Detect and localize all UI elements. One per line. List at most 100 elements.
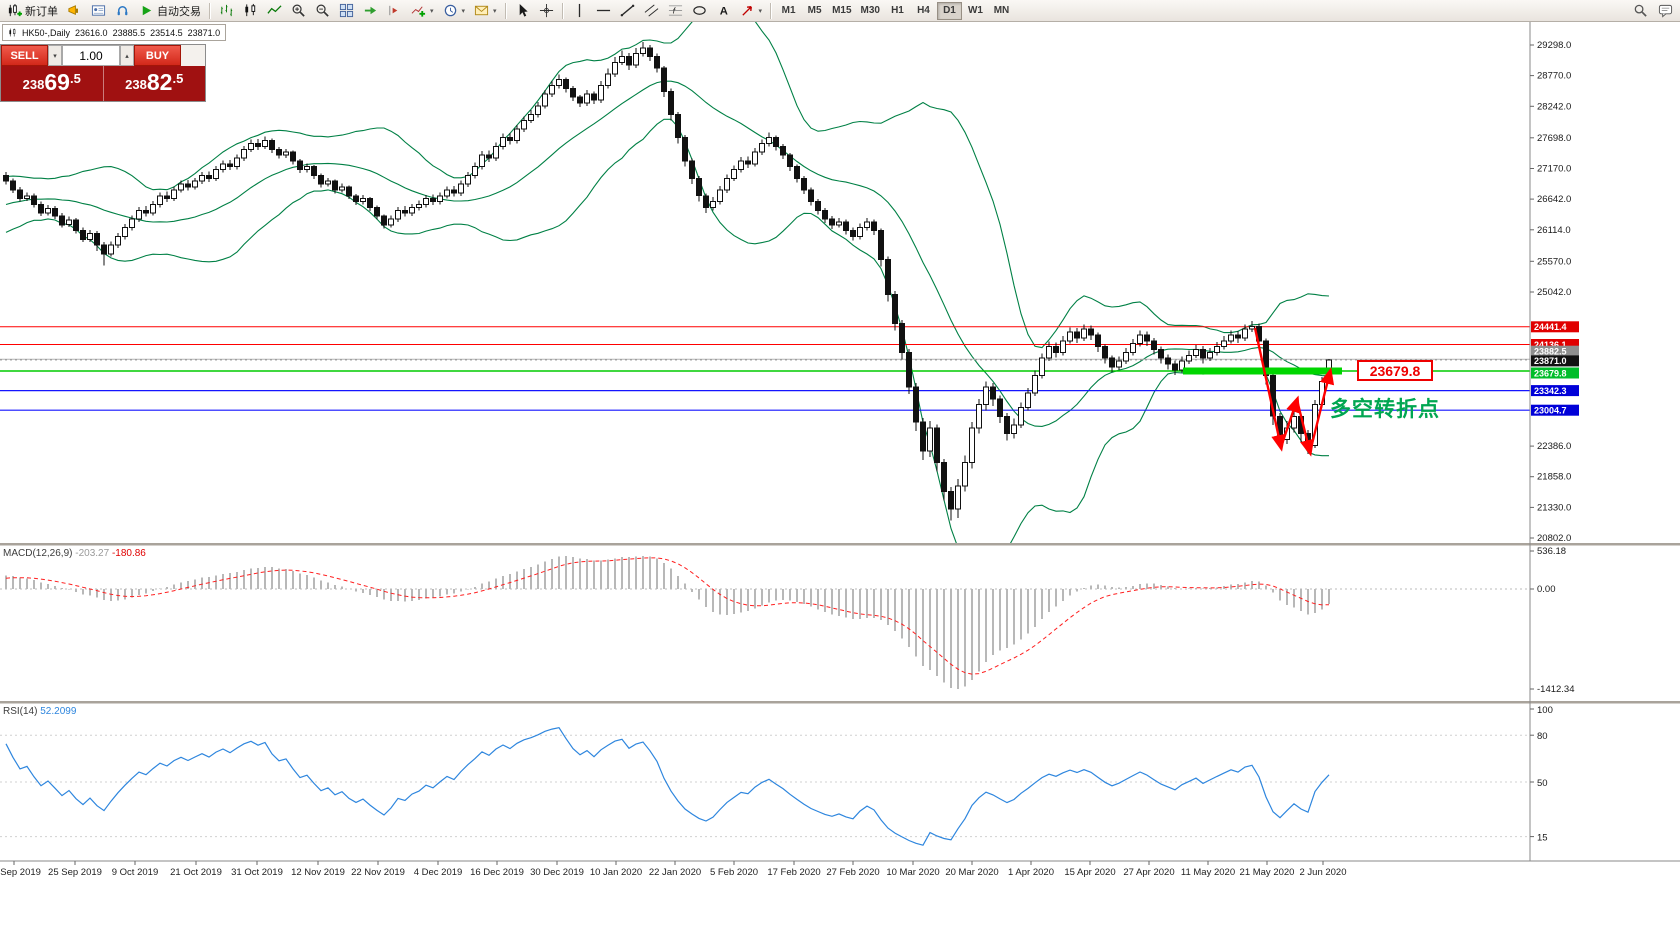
tile-windows-button[interactable] bbox=[335, 1, 358, 20]
shapes-tool-button[interactable] bbox=[688, 1, 711, 20]
macd-name: MACD(12,26,9) bbox=[3, 548, 73, 559]
date-axis-label: 22 Nov 2019 bbox=[351, 867, 405, 878]
trendline-tool-button[interactable] bbox=[616, 1, 639, 20]
main-toolbar: 新订单 自动交易 ▾ ▾ ▾ f A ▾ M1 M5 bbox=[0, 0, 1680, 22]
date-axis-label: 4 Dec 2019 bbox=[414, 867, 463, 878]
pane-separator[interactable] bbox=[0, 701, 1680, 704]
fibonacci-tool-button[interactable]: f bbox=[664, 1, 687, 20]
date-axis-label: 11 May 2020 bbox=[1181, 867, 1235, 878]
chart-shift-button[interactable] bbox=[383, 1, 406, 20]
horizontal-line-icon bbox=[596, 9, 610, 12]
date-axis-label: 21 Oct 2019 bbox=[170, 867, 222, 878]
close-value: 23871.0 bbox=[187, 27, 221, 38]
rsi-axis-label: 50 bbox=[1537, 778, 1548, 789]
macd-signal-line bbox=[5, 557, 1330, 675]
chart-title: HK50-,Daily 23616.0 23885.5 23514.5 2387… bbox=[2, 24, 227, 41]
pane-separator[interactable] bbox=[0, 543, 1680, 546]
trend-arrow[interactable] bbox=[1295, 399, 1315, 457]
periods-button[interactable]: ▾ bbox=[439, 1, 470, 20]
sell-button[interactable]: SELL bbox=[1, 45, 48, 66]
contacts-button[interactable] bbox=[87, 1, 110, 20]
buy-price-frac: .5 bbox=[172, 71, 184, 86]
trend-arrow[interactable] bbox=[1279, 395, 1300, 448]
lot-size-input[interactable] bbox=[62, 45, 120, 66]
caret-down-icon: ▾ bbox=[493, 7, 497, 15]
auto-trading-button[interactable]: 自动交易 bbox=[135, 1, 205, 20]
timeframe-mn-button[interactable]: MN bbox=[989, 2, 1014, 20]
date-axis-label: 1 Apr 2020 bbox=[1008, 867, 1054, 878]
arrows-tool-button[interactable]: ▾ bbox=[736, 1, 767, 20]
crosshair-tool-button[interactable] bbox=[535, 1, 558, 20]
text-tool-button[interactable]: A bbox=[712, 1, 735, 20]
headset-icon bbox=[117, 6, 128, 16]
macd-axis-label: 536.18 bbox=[1537, 546, 1566, 557]
date-axis-label: 5 Feb 2020 bbox=[710, 867, 758, 878]
timeframe-m15-button[interactable]: M15 bbox=[828, 2, 855, 20]
buy-button[interactable]: BUY bbox=[134, 45, 181, 66]
rsi-pane[interactable] bbox=[0, 727, 1530, 846]
timeframe-w1-button[interactable]: W1 bbox=[963, 2, 988, 20]
axis-layer[interactable]: 29298.0 28770.0 28242.0 27698.0 27170.0 26642… bbox=[0, 22, 1680, 878]
timeframe-h4-button[interactable]: H4 bbox=[911, 2, 936, 20]
date-axis-label: 10 Jan 2020 bbox=[590, 867, 642, 878]
timeframe-d1-button[interactable]: D1 bbox=[936, 1, 962, 20]
auto-scroll-button[interactable] bbox=[359, 1, 382, 20]
trend-arrow[interactable] bbox=[1253, 327, 1286, 452]
ellipse-shape-icon bbox=[692, 6, 706, 15]
cursor-tool-button[interactable] bbox=[511, 1, 534, 20]
rsi-line bbox=[5, 727, 1330, 846]
buy-price-display[interactable]: 238 82.5 bbox=[103, 66, 205, 101]
date-axis-label: 10 Mar 2020 bbox=[886, 867, 939, 878]
quick-search-button[interactable] bbox=[1629, 1, 1652, 20]
support-zone-highlight[interactable] bbox=[1183, 367, 1342, 375]
rsi-axis-label: 100 bbox=[1537, 705, 1553, 716]
macd-pane[interactable] bbox=[0, 555, 1530, 689]
date-axis-label: 2 Jun 2020 bbox=[1299, 867, 1346, 878]
lot-decrease-button[interactable]: ▾ bbox=[48, 45, 62, 66]
date-axis-label: 13 Sep 2019 bbox=[0, 867, 41, 878]
channel-tool-button[interactable] bbox=[640, 1, 663, 20]
zoom-out-button[interactable] bbox=[311, 1, 334, 20]
price-axis-label: 26114.0 bbox=[1537, 225, 1571, 236]
support-button[interactable] bbox=[111, 1, 134, 20]
date-axis-label: 16 Dec 2019 bbox=[470, 867, 524, 878]
date-axis-label: 22 Jan 2020 bbox=[649, 867, 701, 878]
rsi-value: 52.2099 bbox=[40, 706, 77, 717]
indicators-button[interactable]: ▾ bbox=[407, 1, 438, 20]
macd-axis-label: -1412.34 bbox=[1537, 684, 1575, 695]
price-axis-label: 28770.0 bbox=[1537, 71, 1571, 82]
search-icon bbox=[1634, 4, 1647, 17]
templates-button[interactable]: ▾ bbox=[470, 1, 501, 20]
horizontal-line-tool-button[interactable] bbox=[592, 1, 615, 20]
auto-trading-label: 自动交易 bbox=[157, 5, 201, 18]
zoom-in-button[interactable] bbox=[287, 1, 310, 20]
new-order-button[interactable]: 新订单 bbox=[3, 1, 62, 20]
bollinger-middle-band bbox=[5, 80, 1330, 427]
vertical-line-tool-button[interactable] bbox=[568, 1, 591, 20]
turning-point-annotation[interactable]: 多空转折点 bbox=[1330, 398, 1440, 421]
sell-price-display[interactable]: 238 69.5 bbox=[1, 66, 104, 101]
date-axis-label: 17 Feb 2020 bbox=[767, 867, 820, 878]
line-chart-button[interactable] bbox=[263, 1, 286, 20]
arrow-tool-icon bbox=[741, 6, 752, 16]
candlestick-chart-button[interactable] bbox=[239, 1, 262, 20]
auto-scroll-icon bbox=[364, 6, 377, 15]
timeframe-m5-button[interactable]: M5 bbox=[802, 2, 827, 20]
bollinger-upper-band bbox=[5, 22, 1330, 349]
trend-arrow[interactable] bbox=[1308, 367, 1335, 453]
feedback-button[interactable] bbox=[1654, 1, 1677, 20]
price-callout-box[interactable]: 23679.8 bbox=[1357, 360, 1433, 381]
lot-increase-button[interactable]: ▴ bbox=[120, 45, 134, 66]
timeframe-m1-button[interactable]: M1 bbox=[776, 2, 801, 20]
timeframe-h1-button[interactable]: H1 bbox=[885, 2, 910, 20]
template-envelope-icon bbox=[474, 5, 489, 16]
price-axis-label: 25570.0 bbox=[1537, 256, 1571, 267]
bar-chart-button[interactable] bbox=[215, 1, 238, 20]
indicators-icon bbox=[411, 6, 426, 17]
price-pane[interactable] bbox=[0, 2, 1530, 567]
price-axis-label: 29298.0 bbox=[1537, 40, 1571, 51]
announcement-button[interactable] bbox=[63, 1, 86, 20]
price-tag bbox=[1531, 404, 1579, 416]
timeframe-m30-button[interactable]: M30 bbox=[857, 2, 884, 20]
